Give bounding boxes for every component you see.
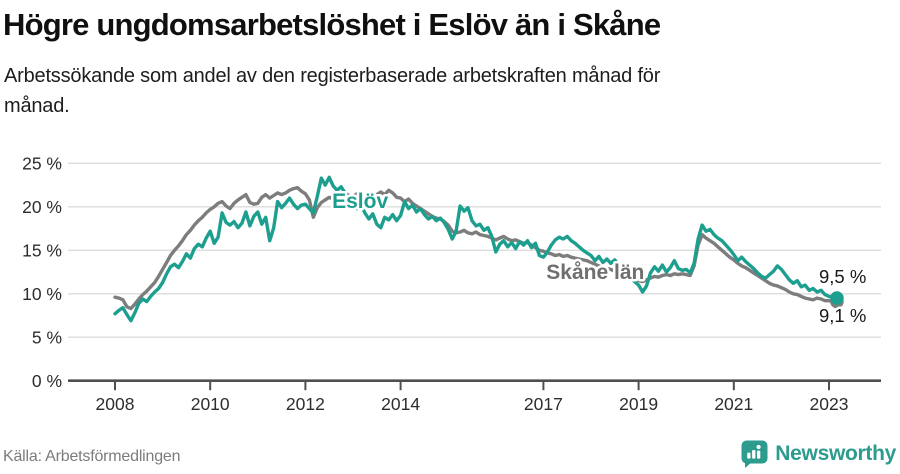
x-axis-tick-label: 2012 <box>286 394 325 414</box>
y-axis-tick-label: 0 % <box>32 371 62 391</box>
newsworthy-logo: Newsworthy <box>741 440 896 468</box>
subtitle-line-2: månad. <box>4 95 70 117</box>
end-value-label: 9,1 % <box>819 305 866 326</box>
source-note: Källa: Arbetsförmedlingen <box>3 448 181 465</box>
series-label: Eslöv <box>332 190 388 213</box>
x-axis-tick-label: 2019 <box>619 394 658 414</box>
series-label: Skåne län <box>546 261 644 284</box>
y-axis-tick-label: 15 % <box>22 241 62 261</box>
y-axis-tick-label: 5 % <box>32 327 62 347</box>
line-Eslöv <box>113 175 839 323</box>
page-title: Högre ungdomsarbetslöshet i Eslöv än i S… <box>3 7 661 42</box>
line-Skåne län <box>113 185 839 311</box>
end-value-label: 9,5 % <box>819 266 866 287</box>
end-dot-Eslöv <box>830 291 844 305</box>
chart-subtitle: Arbetssökande som andel av den registerb… <box>4 61 844 121</box>
x-axis-tick-label: 2008 <box>96 394 135 414</box>
y-axis-tick-label: 10 % <box>22 284 62 304</box>
x-axis-tick-label: 2014 <box>381 394 420 414</box>
y-axis-tick-label: 20 % <box>22 197 62 217</box>
newsworthy-bar-chart-icon <box>741 440 768 468</box>
subtitle-line-1: Arbetssökande som andel av den registerb… <box>4 65 661 87</box>
x-axis-tick-label: 2023 <box>810 394 849 414</box>
x-axis-tick-label: 2021 <box>714 394 753 414</box>
x-axis-tick-label: 2017 <box>524 394 563 414</box>
newsworthy-wordmark: Newsworthy <box>775 442 896 465</box>
y-axis-tick-label: 25 % <box>22 154 62 174</box>
x-axis-tick-label: 2010 <box>191 394 230 414</box>
